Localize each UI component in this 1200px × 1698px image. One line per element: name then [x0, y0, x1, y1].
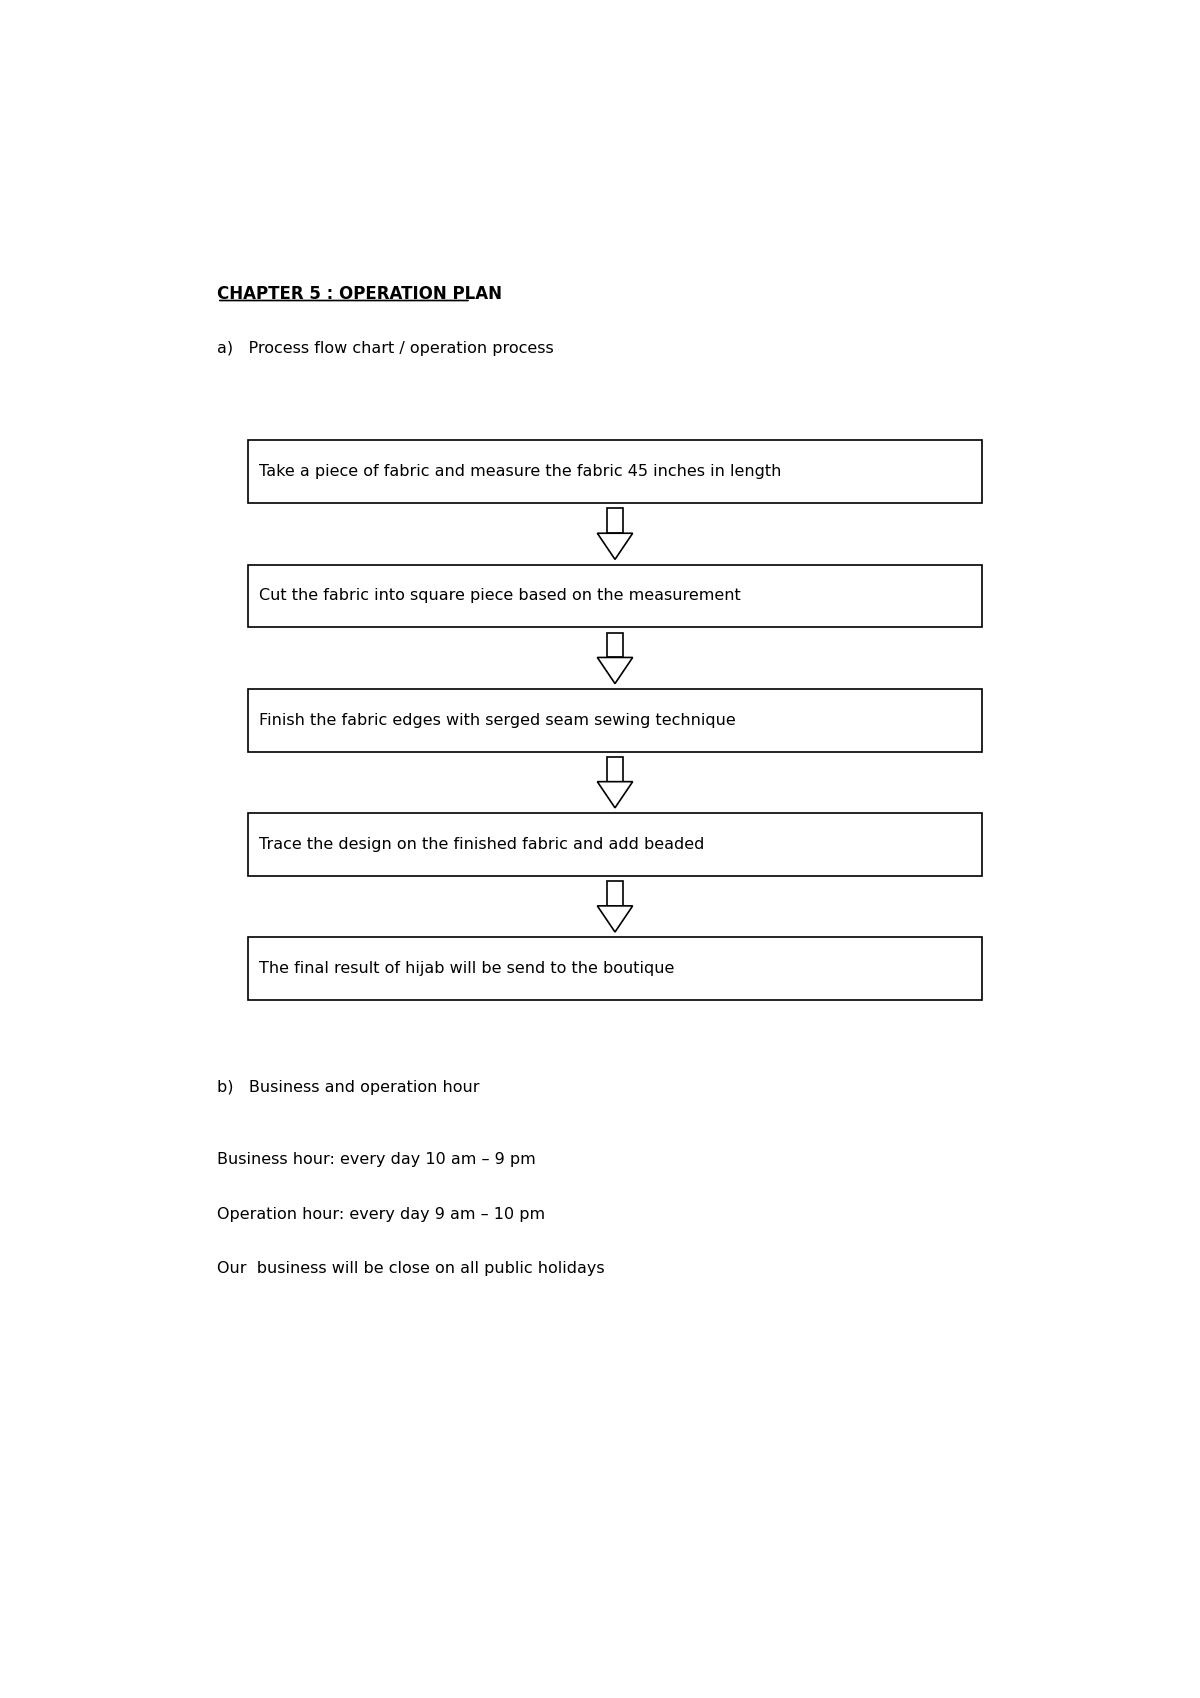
Polygon shape [598, 657, 632, 684]
Bar [607, 881, 623, 905]
Bar [607, 633, 623, 657]
Bar [247, 440, 983, 503]
Bar [247, 689, 983, 752]
Text: Operation hour: every day 9 am – 10 pm: Operation hour: every day 9 am – 10 pm [217, 1207, 545, 1221]
Bar [607, 757, 623, 781]
Text: CHAPTER 5 : OPERATION PLAN: CHAPTER 5 : OPERATION PLAN [217, 285, 502, 302]
Bar [247, 813, 983, 876]
Polygon shape [598, 781, 632, 808]
Bar [247, 565, 983, 627]
Text: b)   Business and operation hour: b) Business and operation hour [217, 1080, 480, 1095]
Bar [247, 937, 983, 1000]
Text: The final result of hijab will be send to the boutique: The final result of hijab will be send t… [259, 961, 674, 976]
Polygon shape [598, 533, 632, 559]
Bar [607, 508, 623, 533]
Text: Trace the design on the finished fabric and add beaded: Trace the design on the finished fabric … [259, 837, 704, 852]
Text: Business hour: every day 10 am – 9 pm: Business hour: every day 10 am – 9 pm [217, 1151, 535, 1167]
Polygon shape [598, 905, 632, 932]
Text: Our  business will be close on all public holidays: Our business will be close on all public… [217, 1262, 605, 1277]
Text: Cut the fabric into square piece based on the measurement: Cut the fabric into square piece based o… [259, 589, 740, 603]
Text: Finish the fabric edges with serged seam sewing technique: Finish the fabric edges with serged seam… [259, 713, 736, 728]
Text: a)   Process flow chart / operation process: a) Process flow chart / operation proces… [217, 341, 553, 357]
Text: Take a piece of fabric and measure the fabric 45 inches in length: Take a piece of fabric and measure the f… [259, 464, 781, 479]
